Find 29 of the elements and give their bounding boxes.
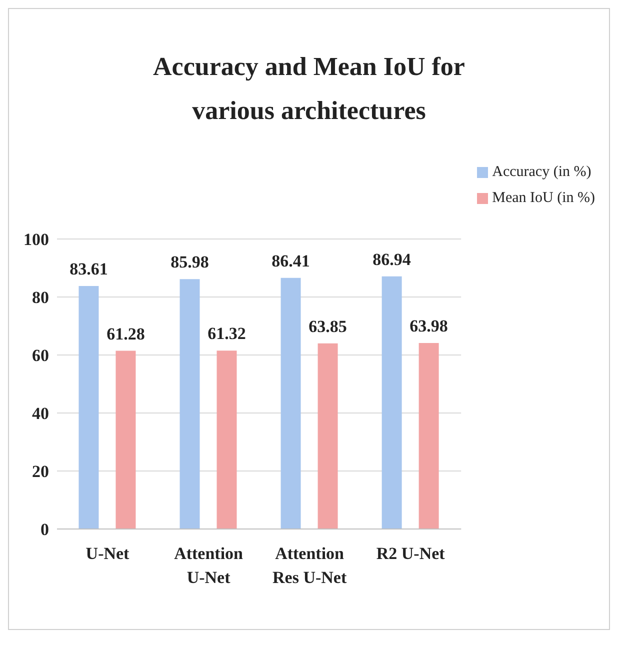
y-tick-label: 60 [32, 346, 49, 366]
bar [116, 350, 136, 529]
x-tick-label: U-Net [86, 544, 130, 563]
y-tick-label: 40 [32, 404, 49, 424]
bar [216, 350, 237, 529]
data-label: 63.85 [308, 316, 347, 336]
data-label: 86.94 [372, 250, 412, 269]
x-tick-label: R2 U-Net [376, 544, 446, 563]
x-tick-label: Attention Res U-Net [272, 544, 347, 587]
data-label: 63.98 [410, 316, 448, 336]
legend-label: Mean IoU (in %) [492, 190, 595, 206]
bar [78, 286, 99, 529]
data-label: 83.61 [70, 260, 108, 279]
y-tick-label: 0 [40, 520, 49, 540]
y-tick-label: 100 [24, 230, 49, 250]
bar [180, 279, 200, 529]
legend-label: Accuracy (in %) [492, 164, 592, 180]
data-label: 61.32 [208, 324, 246, 344]
chart-title: Accuracy and Mean IoU for various architectures [152, 51, 466, 127]
bar [318, 343, 338, 529]
bar [382, 276, 402, 529]
data-label: 61.28 [106, 324, 145, 344]
data-label: 86.41 [272, 251, 310, 270]
y-tick-label: 80 [32, 288, 49, 308]
y-tick-label: 20 [32, 462, 49, 482]
bar [418, 342, 439, 529]
data-label: 85.98 [170, 252, 209, 272]
x-tick-label: Attention U-Net [174, 544, 244, 587]
bar [280, 278, 301, 529]
